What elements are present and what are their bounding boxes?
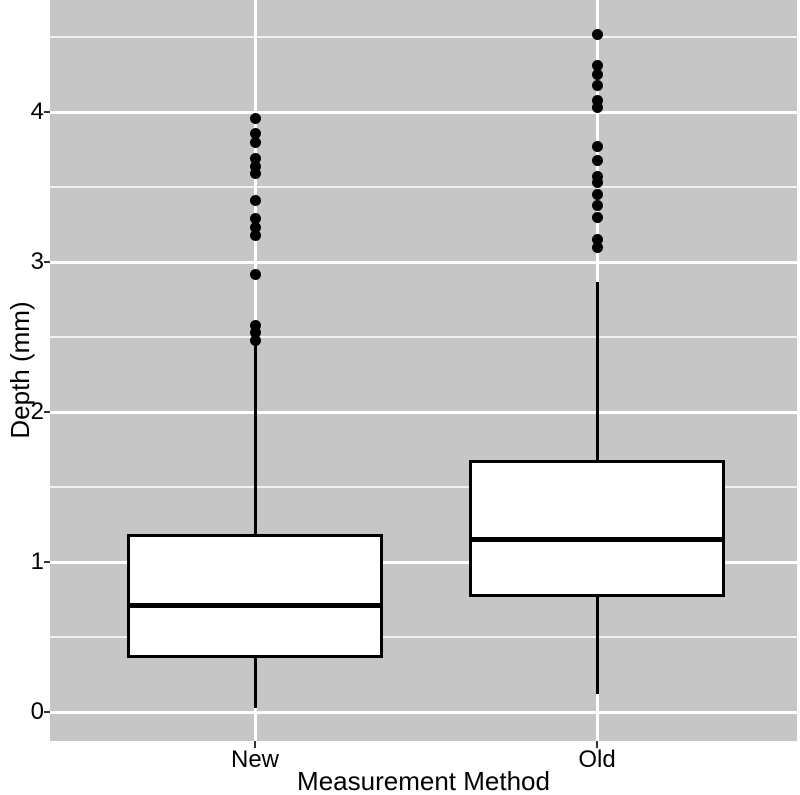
gridline-major [50,560,797,564]
outlier-point [249,153,261,164]
outlier-point [249,127,261,139]
gridline-major [50,260,797,264]
gridline-minor [50,186,797,188]
outlier-point [591,189,603,200]
x-tick-mark [596,741,598,748]
outlier-point [249,136,261,148]
outlier-point [249,268,261,280]
outlier-point [591,211,603,223]
x-tick-mark [254,741,256,748]
y-tick-mark [44,711,50,713]
x-tick-label: New [230,746,279,773]
gridline-major [50,410,797,414]
outlier-point [591,141,603,152]
outlier-point [591,154,603,166]
box-iqr [469,460,725,597]
median-line [469,537,725,542]
y-tick-mark [44,111,50,113]
outlier-point [591,241,603,253]
y-tick-label: 1 [30,548,44,575]
y-tick-label: 3 [30,248,44,275]
outlier-point [591,177,603,188]
whisker [253,344,257,708]
x-axis-title: Measurement Method [297,766,550,795]
outlier-point [591,69,603,80]
y-tick-mark [44,261,50,263]
outlier-point [591,102,603,113]
outlier-point [249,213,261,224]
outlier-point [591,28,603,40]
outlier-point [591,234,603,245]
outlier-point [249,195,261,206]
outlier-point [249,222,261,233]
y-tick-mark [44,411,50,413]
x-tick-label: Old [578,746,616,773]
y-axis-title: Depth (mm) [5,301,35,439]
y-tick-mark [44,561,50,563]
median-line [127,603,383,608]
outlier-point [249,160,261,172]
y-tick-label: 0 [30,698,44,725]
y-tick-label: 2 [30,398,44,425]
gridline-minor [50,36,797,38]
outlier-point [249,327,261,338]
outlier-point [591,79,603,91]
outlier-point [591,94,603,106]
box-iqr [127,533,383,658]
outlier-point [249,229,261,241]
outlier-point [249,112,261,124]
y-tick-label: 4 [30,98,44,125]
gridline-minor [50,486,797,488]
outlier-point [591,171,603,182]
outlier-point [249,334,261,346]
plot-panel [50,0,797,741]
gridline-minor [50,336,797,338]
gridline-minor [50,636,797,638]
outlier-point [591,199,603,211]
outlier-point [249,168,261,179]
outlier-point [591,60,603,71]
gridline-major [50,110,797,114]
outlier-point [249,319,261,331]
gridline-major [50,710,797,714]
